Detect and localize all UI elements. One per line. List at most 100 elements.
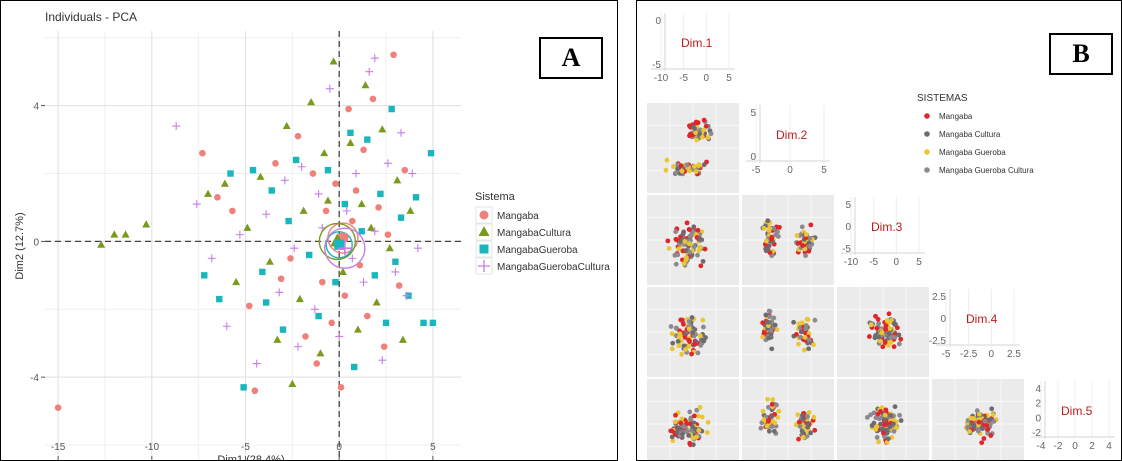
data-point xyxy=(349,217,356,225)
data-point xyxy=(367,223,376,231)
matrix-point xyxy=(688,232,694,238)
matrix-point xyxy=(891,428,897,434)
matrix-point xyxy=(687,249,693,255)
legend-item: MangabaCultura xyxy=(475,223,571,241)
data-point xyxy=(371,272,379,279)
matrix-point xyxy=(763,312,769,318)
panel-b-label: B xyxy=(1049,33,1113,75)
plot-background xyxy=(45,31,461,460)
diagonal-x-tick-label: 5 xyxy=(821,165,827,176)
x-axis-label: Dim1 (28.4%) xyxy=(217,454,284,461)
matrix-point xyxy=(691,244,697,250)
matrix-point xyxy=(801,431,806,437)
matrix-point xyxy=(988,433,994,438)
matrix-point xyxy=(682,334,688,340)
matrix-point xyxy=(675,166,681,172)
matrix-point xyxy=(687,339,692,344)
matrix-point xyxy=(676,343,682,349)
data-point xyxy=(361,81,370,89)
matrix-point xyxy=(898,336,904,342)
matrix-point xyxy=(777,224,782,230)
data-point xyxy=(220,179,229,187)
diagonal-y-tick-label: 0 xyxy=(1035,413,1041,424)
matrix-point xyxy=(669,331,675,337)
data-point xyxy=(240,384,247,391)
matrix-point xyxy=(798,334,803,340)
diagonal-x-tick-label: 5 xyxy=(726,73,732,84)
matrix-point xyxy=(976,411,982,417)
data-point xyxy=(216,295,223,303)
data-point xyxy=(287,255,294,262)
matrix-point xyxy=(885,436,891,442)
data-point xyxy=(302,333,309,340)
matrix-point xyxy=(694,434,699,440)
diagonal-x-tick-label: 0 xyxy=(704,73,710,84)
data-point xyxy=(350,363,358,371)
matrix-point xyxy=(980,425,986,431)
diagonal-x-tick-label: -10 xyxy=(654,73,669,84)
y-tick-label: 4 xyxy=(33,102,39,113)
matrix-point xyxy=(887,326,893,332)
diagonal-x-tick-label: 0 xyxy=(989,349,995,360)
matrix-point xyxy=(876,416,882,422)
series-mangaba xyxy=(54,51,409,412)
data-point xyxy=(272,160,279,167)
data-point xyxy=(232,277,241,286)
matrix-point xyxy=(806,337,812,343)
data-point xyxy=(282,121,291,130)
diagonal-cell: -10 -5 0 5 5 0 -5 Dim.3 xyxy=(841,197,925,268)
data-point xyxy=(427,149,435,157)
matrix-point xyxy=(990,412,996,418)
matrix-point xyxy=(891,344,897,350)
diagonal-x-tick-label: 0 xyxy=(894,257,900,268)
matrix-point xyxy=(765,218,771,224)
matrix-point xyxy=(694,120,700,126)
matrix-point xyxy=(698,244,704,250)
matrix-point xyxy=(879,427,885,432)
panel-a-label: A xyxy=(539,37,603,79)
data-point xyxy=(401,166,409,174)
matrix-point xyxy=(698,342,704,348)
data-point xyxy=(290,244,299,253)
matrix-point xyxy=(796,341,801,347)
matrix-point xyxy=(883,323,889,329)
series-mangabacultura xyxy=(97,57,415,387)
matrix-point xyxy=(678,238,684,244)
matrix-point xyxy=(691,224,697,230)
matrix-point xyxy=(664,157,670,163)
diagonal-y-tick-label: 5 xyxy=(750,108,756,119)
data-point xyxy=(227,170,234,177)
series-mangabagueroba xyxy=(201,105,437,391)
data-point xyxy=(397,214,405,221)
matrix-point xyxy=(884,318,890,324)
series-mangabaguerobacultura xyxy=(172,54,422,368)
data-point xyxy=(397,128,406,137)
matrix-point xyxy=(804,316,810,322)
data-point xyxy=(342,206,351,215)
data-point xyxy=(279,326,287,333)
data-point xyxy=(204,189,213,197)
data-point xyxy=(369,95,377,103)
matrix-point xyxy=(758,425,764,431)
matrix-point xyxy=(684,429,690,435)
data-point xyxy=(280,176,289,185)
data-point xyxy=(235,230,244,239)
matrix-point xyxy=(666,246,672,251)
y-tick-label: 0 xyxy=(33,237,39,248)
matrix-point xyxy=(769,346,775,352)
data-point xyxy=(268,187,275,194)
legend-marker xyxy=(924,113,930,119)
data-point xyxy=(245,302,253,310)
data-point xyxy=(292,156,300,164)
matrix-point xyxy=(701,324,706,330)
diagonal-x-tick-label: -2 xyxy=(1054,441,1063,452)
data-point xyxy=(328,319,336,327)
data-point xyxy=(316,349,325,357)
diagonal-x-tick-label: 0 xyxy=(1072,441,1078,452)
diagonal-label: Dim.3 xyxy=(871,220,903,234)
matrix-point xyxy=(771,428,777,434)
matrix-point xyxy=(673,325,679,331)
matrix-point xyxy=(676,425,681,431)
diagonal-y-tick-label: -5 xyxy=(652,60,661,71)
data-point xyxy=(384,231,392,238)
